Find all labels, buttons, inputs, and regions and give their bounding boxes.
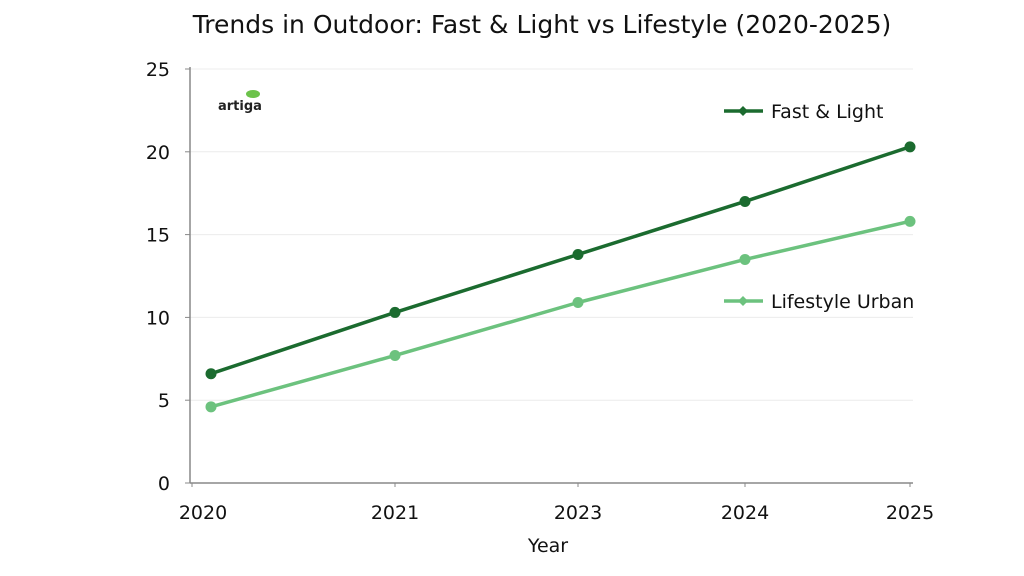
data-point [389, 349, 401, 361]
y-tick-labels: 0 5 10 15 20 25 [146, 59, 170, 495]
x-tick-label: 2020 [179, 502, 227, 524]
chart-title: Trends in Outdoor: Fast & Light vs Lifes… [192, 10, 892, 39]
series-line [210, 219, 911, 409]
legend-marker-icon [738, 106, 748, 116]
data-point [572, 248, 584, 260]
data-point [389, 306, 401, 318]
y-tick-label: 10 [146, 307, 170, 329]
gridlines [190, 68, 913, 401]
data-point [205, 368, 217, 380]
x-axis-label: Year [527, 535, 568, 557]
data-point [904, 215, 916, 227]
series-lines [205, 141, 916, 413]
logo-text: artiga [218, 99, 262, 114]
y-tick-label: 25 [146, 59, 170, 81]
legend-label: Lifestyle Urban [771, 291, 914, 313]
leaf-icon [246, 90, 260, 98]
x-tick-label: 2021 [371, 502, 419, 524]
y-tick-label: 5 [158, 390, 170, 412]
legend-marker-icon [738, 296, 748, 306]
series-line [210, 145, 911, 376]
axes [185, 67, 913, 487]
legend-label: Fast & Light [771, 101, 884, 123]
data-point [904, 141, 916, 153]
data-point [739, 253, 751, 265]
data-point [739, 195, 751, 207]
logo: artiga [218, 90, 262, 114]
y-tick-label: 15 [146, 225, 170, 247]
x-tick-label: 2024 [721, 502, 769, 524]
legend: Fast & Light Lifestyle Urban [724, 101, 914, 313]
y-tick-label: 0 [158, 473, 170, 495]
x-tick-label: 2023 [554, 502, 602, 524]
x-tick-labels: 2020 2021 2023 2024 2025 [179, 502, 934, 524]
y-tick-label: 20 [146, 142, 170, 164]
data-point [205, 401, 217, 413]
x-tick-label: 2025 [886, 502, 934, 524]
data-point [572, 296, 584, 308]
